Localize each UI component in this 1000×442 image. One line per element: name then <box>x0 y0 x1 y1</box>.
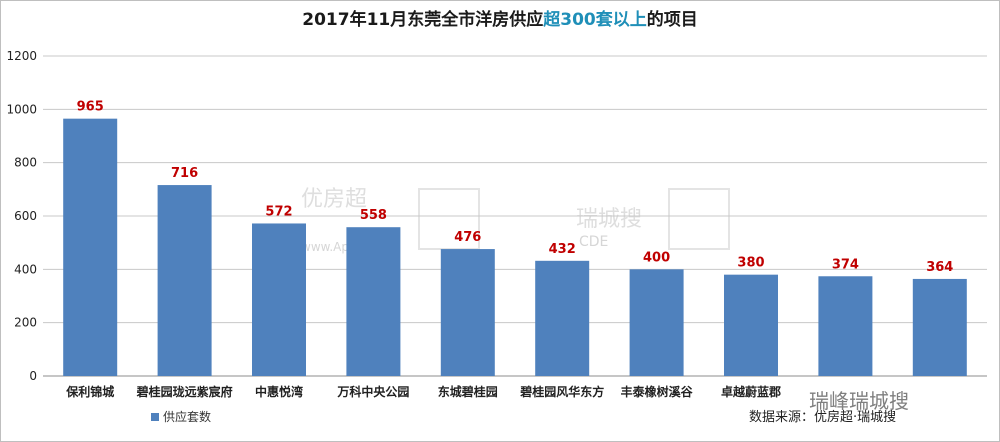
y-tick-label: 600 <box>14 209 37 223</box>
x-tick-label: 碧桂园珑远紫宸府 <box>136 384 233 399</box>
x-tick-label: 东城碧桂园 <box>438 384 498 399</box>
x-tick-label: 中惠悦湾 <box>255 384 303 399</box>
y-tick-label: 800 <box>14 156 37 170</box>
source-note: 数据来源：优房超·瑞城搜 <box>749 409 896 425</box>
y-tick-label: 0 <box>29 369 37 383</box>
data-label: 364 <box>926 260 953 275</box>
data-label: 400 <box>643 250 670 265</box>
data-label: 374 <box>832 257 859 272</box>
bar <box>346 227 401 376</box>
y-tick-label: 200 <box>14 316 37 330</box>
data-label: 432 <box>549 242 576 257</box>
watermark-corner: 瑞峰瑞城搜 <box>809 389 909 413</box>
y-tick-label: 1200 <box>6 49 37 63</box>
data-label: 572 <box>265 204 292 219</box>
x-tick-label: 卓越蔚蓝郡 <box>721 384 781 399</box>
y-tick-label: 1000 <box>6 102 37 116</box>
bar <box>535 260 590 376</box>
legend-label: 供应套数 <box>163 409 211 424</box>
y-tick-label: 400 <box>14 262 37 276</box>
x-tick-label: 保利锦城 <box>65 384 114 399</box>
bar <box>63 118 118 377</box>
bar <box>629 269 684 376</box>
x-tick-label: 丰泰橡树溪谷 <box>621 384 694 399</box>
title-part2: 的项目 <box>647 9 698 30</box>
x-tick-label: 碧桂园风华东方 <box>519 384 604 399</box>
title-part1: 2017年11月东莞全市洋房供应 <box>302 9 543 30</box>
bars-layer <box>63 118 967 377</box>
watermark-brand2-sub: CDE <box>579 234 608 250</box>
data-label: 716 <box>171 166 198 181</box>
bar <box>440 249 495 376</box>
watermark-brand1: 优房超 <box>301 187 367 212</box>
legend-swatch <box>151 413 159 421</box>
data-label: 476 <box>454 230 481 245</box>
bar <box>157 185 212 376</box>
data-label: 380 <box>737 256 764 271</box>
labels-layer: 965 保利锦城 716 碧桂园珑远紫宸府 572 中惠悦湾 558 万科中央公园 476 东城碧… <box>65 100 953 399</box>
data-label: 558 <box>360 208 387 223</box>
bar <box>912 278 967 376</box>
title-accent: 超300套以上 <box>543 9 647 30</box>
bar <box>724 274 778 376</box>
bar <box>252 223 306 376</box>
chart-title: 2017年11月东莞全市洋房供应超300套以上的项目 <box>302 9 697 30</box>
watermark-brand2: 瑞城搜 <box>576 207 642 232</box>
x-tick-label: 万科中央公园 <box>336 384 409 399</box>
data-label: 965 <box>77 100 104 115</box>
watermark-qr-1 <box>418 188 480 250</box>
bar <box>818 276 873 376</box>
watermark-qr-2 <box>668 188 730 250</box>
